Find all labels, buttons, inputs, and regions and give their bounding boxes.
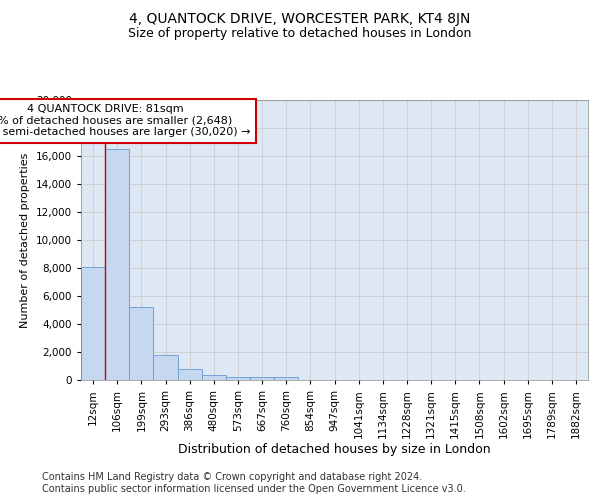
Text: Contains HM Land Registry data © Crown copyright and database right 2024.: Contains HM Land Registry data © Crown c… xyxy=(42,472,422,482)
Text: 4 QUANTOCK DRIVE: 81sqm
← 8% of detached houses are smaller (2,648)
92% of semi-: 4 QUANTOCK DRIVE: 81sqm ← 8% of detached… xyxy=(0,104,250,138)
Bar xyxy=(81,266,105,380)
X-axis label: Distribution of detached houses by size in London: Distribution of detached houses by size … xyxy=(178,444,491,456)
Bar xyxy=(250,377,274,380)
Bar xyxy=(105,149,129,380)
Text: Size of property relative to detached houses in London: Size of property relative to detached ho… xyxy=(128,28,472,40)
Y-axis label: Number of detached properties: Number of detached properties xyxy=(20,152,30,328)
Bar xyxy=(129,307,154,380)
Bar xyxy=(154,355,178,380)
Bar xyxy=(202,375,226,380)
Text: 4, QUANTOCK DRIVE, WORCESTER PARK, KT4 8JN: 4, QUANTOCK DRIVE, WORCESTER PARK, KT4 8… xyxy=(130,12,470,26)
Bar xyxy=(178,369,202,380)
Bar xyxy=(274,377,298,380)
Text: Contains public sector information licensed under the Open Government Licence v3: Contains public sector information licen… xyxy=(42,484,466,494)
Bar xyxy=(226,377,250,380)
